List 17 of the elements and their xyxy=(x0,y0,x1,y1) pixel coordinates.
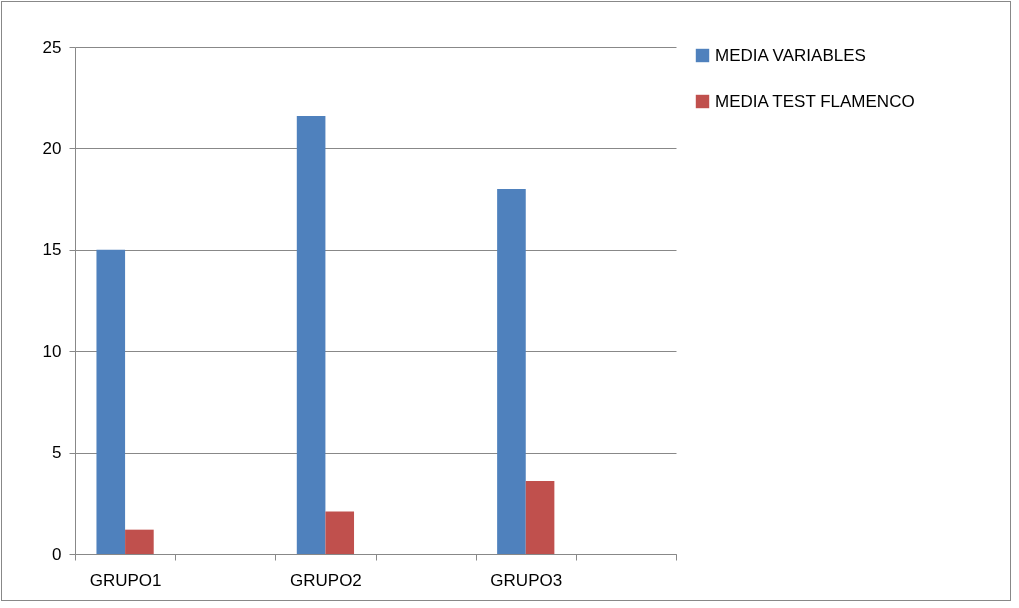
bar xyxy=(325,511,355,554)
y-tick-label: 10 xyxy=(42,341,62,361)
y-tick-label: 5 xyxy=(52,443,62,463)
bar xyxy=(497,188,526,554)
bar xyxy=(525,480,555,554)
bar xyxy=(125,529,154,554)
legend-label: MEDIA TEST FLAMENCO xyxy=(715,91,915,111)
bar xyxy=(296,115,326,554)
y-tick-label: 20 xyxy=(42,138,62,158)
x-tick-label: GRUPO2 xyxy=(290,570,362,590)
y-tick-label: 15 xyxy=(42,240,62,260)
y-tick-label: 0 xyxy=(52,544,62,564)
legend-label: MEDIA VARIABLES xyxy=(715,45,866,65)
x-tick-label: GRUPO3 xyxy=(490,570,563,590)
x-tick-label: GRUPO1 xyxy=(89,570,162,590)
bar xyxy=(96,249,126,554)
y-tick-label: 25 xyxy=(42,37,62,57)
